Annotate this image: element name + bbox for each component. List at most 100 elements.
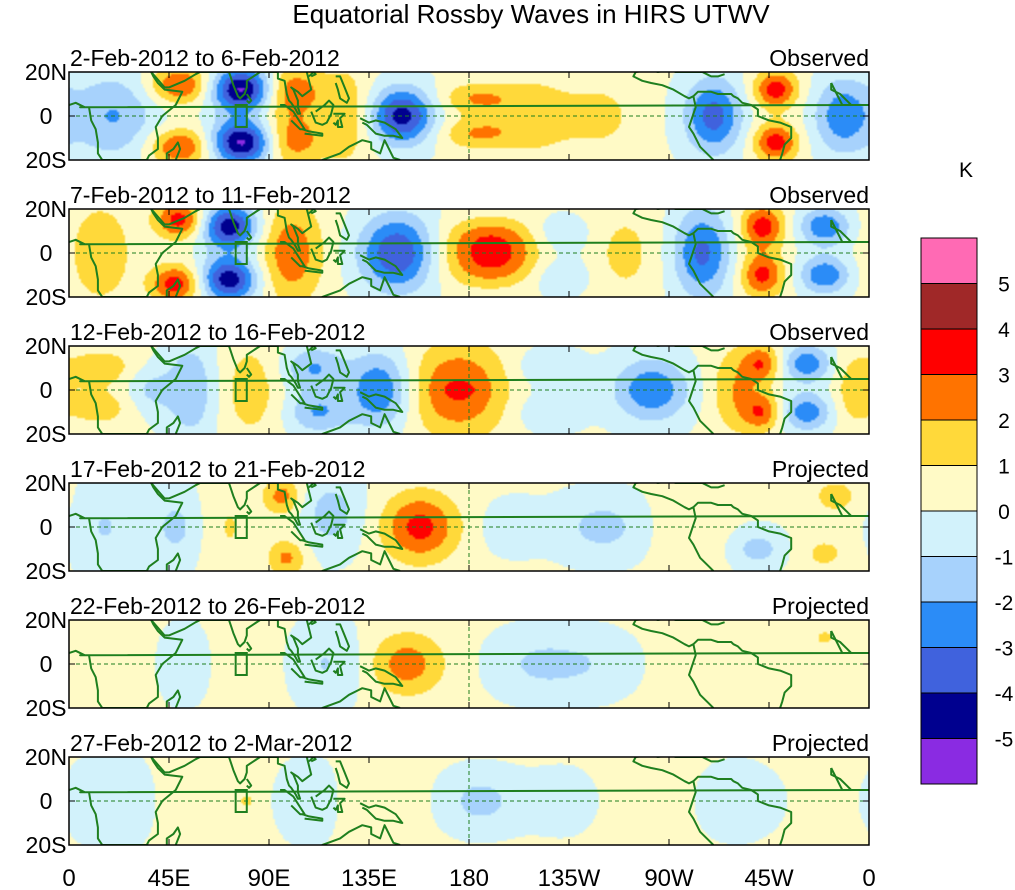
coastline-hainan_taiwan <box>308 72 317 78</box>
coastline-srilanka <box>245 504 253 515</box>
coastline-westafrica_bulge <box>830 83 869 106</box>
coastline-africa_west_tail <box>69 649 86 657</box>
lat-tick-label: 0 <box>40 651 53 677</box>
lon-tick-label: 90E <box>248 865 291 890</box>
coastline-philippines <box>334 760 350 789</box>
colorbar-label: 3 <box>998 365 1010 388</box>
map-panel-3: 20N 0 20S 12-Feb-2012 to 16-Feb-2012 Observe… <box>25 319 870 447</box>
lat-tick-label: 20N <box>25 196 67 222</box>
coastline-central_america <box>632 346 793 434</box>
coastline-java <box>301 265 324 274</box>
coastline-borneo <box>310 647 335 674</box>
colorbar-swatch <box>920 237 978 284</box>
lat-tick-label: 20N <box>25 333 67 359</box>
coastline-south_america_west <box>688 780 715 845</box>
coastline-africa_west_tail <box>69 101 86 109</box>
coastlines <box>69 72 869 160</box>
coastline-newguinea <box>359 254 404 276</box>
coastline-africa_west_tail <box>69 512 86 520</box>
coastline-australia <box>321 413 401 434</box>
coastline-caribbean <box>691 757 725 763</box>
coastline-sumatra <box>280 241 306 268</box>
lat-tick-label: 20S <box>26 695 67 721</box>
coastline-arabia_india <box>150 72 313 115</box>
coastline-sumatra <box>280 515 306 542</box>
coastline-westafrica_bulge <box>830 220 869 243</box>
colorbar-swatch <box>920 692 978 739</box>
colorbar-swatch <box>920 374 978 421</box>
coastline-srilanka <box>245 641 253 652</box>
figure-title: Equatorial Rossby Waves in HIRS UTWV <box>292 0 770 29</box>
coastline-caribbean <box>691 209 725 215</box>
colorbar-label: 5 <box>998 274 1010 297</box>
lat-tick-label: 20N <box>25 607 67 633</box>
coastline-south_america_west <box>688 232 715 297</box>
coastline-philippines <box>334 212 350 241</box>
colorbar-label: 4 <box>998 319 1010 342</box>
colorbar-swatch <box>920 510 978 557</box>
coastline-hainan_taiwan <box>308 757 317 763</box>
coastline-hainan_taiwan <box>308 209 317 215</box>
coastline-south_america_west <box>688 506 715 571</box>
map-panel-4: 20N 0 20S 17-Feb-2012 to 21-Feb-2012 Project… <box>25 456 870 584</box>
coastline-africa_west_tail <box>69 786 86 794</box>
coastline-borneo <box>310 510 335 537</box>
coastline-sulawesi <box>332 523 346 539</box>
coastline-sulawesi <box>332 660 346 676</box>
map-panel-5: 20N 0 20S 22-Feb-2012 to 26-Feb-2012 Project… <box>25 593 870 721</box>
coastline-srilanka <box>245 230 253 241</box>
panel-status: Observed <box>769 45 869 71</box>
coastline-java <box>301 539 324 548</box>
lon-tick-label: 0 <box>62 865 75 890</box>
coastline-central_america <box>632 72 793 160</box>
lon-tick-label: 45W <box>744 865 794 890</box>
coastline-srilanka <box>245 93 253 104</box>
coastline-philippines <box>334 486 350 515</box>
panel-date-range: 27-Feb-2012 to 2-Mar-2012 <box>70 730 353 756</box>
coastline-arabia_india <box>150 757 313 800</box>
coastline-sulawesi <box>332 386 346 402</box>
lat-tick-label: 20N <box>25 470 67 496</box>
coastline-australia <box>321 276 401 297</box>
panel-date-range: 17-Feb-2012 to 21-Feb-2012 <box>70 456 365 482</box>
lat-tick-label: 20N <box>25 59 67 85</box>
lat-tick-label: 0 <box>40 788 53 814</box>
panel-status: Projected <box>772 593 869 619</box>
colorbar-label: 1 <box>998 456 1010 479</box>
lon-tick-label: 0 <box>862 865 875 890</box>
panel-date-range: 12-Feb-2012 to 16-Feb-2012 <box>70 319 365 345</box>
coastline-caribbean <box>691 346 725 352</box>
lat-tick-label: 0 <box>40 377 53 403</box>
colorbar-label: -2 <box>995 592 1014 615</box>
coastline-westafrica_bulge <box>830 494 869 517</box>
coastline-central_america <box>632 483 793 571</box>
colorbar-label: -4 <box>995 683 1014 706</box>
coastline-philippines <box>334 623 350 652</box>
coastline-hainan_taiwan <box>308 346 317 352</box>
coastlines <box>69 346 869 434</box>
coastline-newguinea <box>359 117 404 139</box>
coastline-philippines <box>334 75 350 104</box>
coastline-java <box>301 128 324 137</box>
coastline-newguinea <box>359 665 404 687</box>
lat-tick-label: 20S <box>26 421 67 447</box>
coastline-central_america <box>632 757 793 845</box>
coastline-madagascar <box>165 141 182 160</box>
coastlines <box>69 209 869 297</box>
map-panel-1: 20N 0 20S 2-Feb-2012 to 6-Feb-2012 Observed <box>25 45 870 173</box>
coastline-arabia_india <box>150 346 313 389</box>
coastline-south_america_west <box>688 95 715 160</box>
panel-date-range: 22-Feb-2012 to 26-Feb-2012 <box>70 593 365 619</box>
colorbar-label: 0 <box>998 501 1010 524</box>
lon-tick-label: 45E <box>148 865 191 890</box>
colorbar-label: -1 <box>995 547 1014 570</box>
lon-tick-label: 90W <box>644 865 694 890</box>
lon-tick-label: 135E <box>341 865 397 890</box>
coastlines <box>69 620 869 708</box>
colorbar-label: 2 <box>998 410 1010 433</box>
coastline-newguinea <box>359 391 404 413</box>
coastline-arabia_india <box>150 209 313 252</box>
coastline-australia <box>321 550 401 571</box>
coastlines <box>69 757 869 845</box>
coastline-sumatra <box>280 652 306 679</box>
